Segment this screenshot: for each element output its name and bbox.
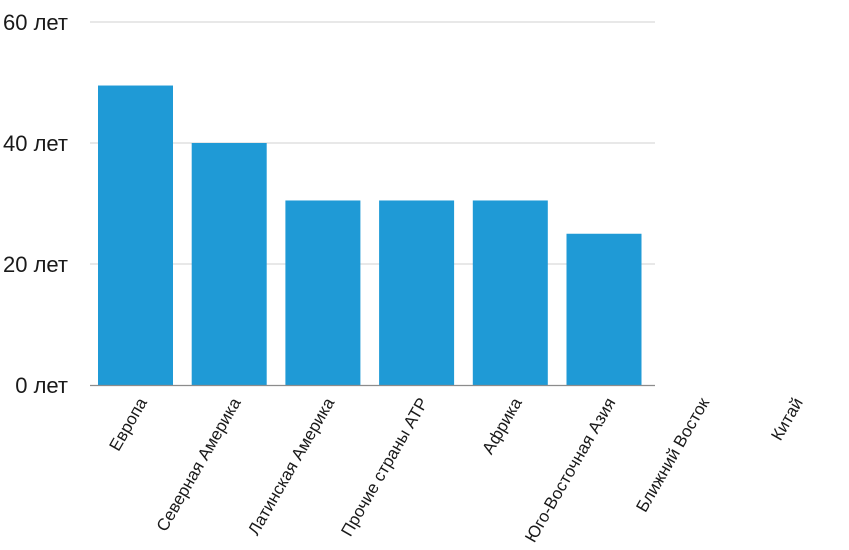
category-label: Северная Америка	[153, 394, 245, 535]
bar	[98, 85, 173, 386]
bar	[285, 200, 361, 385]
bar	[566, 233, 642, 385]
y-tick-label: 20 лет	[3, 252, 68, 277]
bars	[98, 85, 642, 386]
category-label: Латинская Америка	[244, 394, 338, 538]
y-axis-tick-labels: 0 лет 20 лет 40 лет 60 лет	[3, 10, 68, 398]
y-tick-label: 60 лет	[3, 10, 68, 35]
category-label: Африка	[478, 394, 526, 457]
category-label: Юго-Восточная Азия	[521, 395, 619, 546]
category-label: Ближний Восток	[632, 394, 713, 515]
bar	[191, 143, 267, 385]
gridlines	[90, 21, 655, 265]
bar	[472, 200, 548, 385]
category-label: Европа	[106, 394, 152, 454]
y-tick-label: 40 лет	[3, 131, 68, 156]
y-tick-label: 0 лет	[15, 373, 68, 398]
category-label: Прочие страны АТР	[337, 394, 432, 539]
bar	[379, 200, 455, 385]
category-label: Китай	[767, 395, 806, 444]
category-labels: Европа Северная Америка Латинская АмерикаП…	[106, 394, 807, 546]
